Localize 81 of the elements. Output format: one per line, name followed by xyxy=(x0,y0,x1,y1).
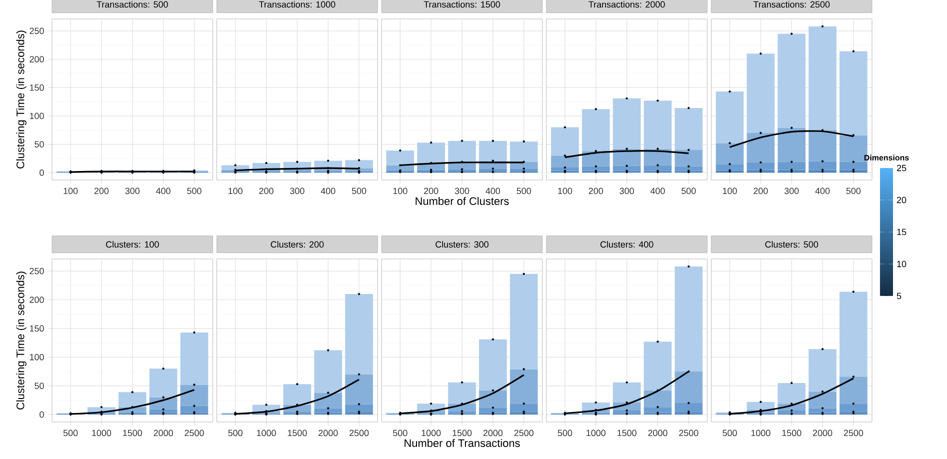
x-tick-label: 1500 xyxy=(452,430,472,436)
x-tick-label: 1000 xyxy=(751,430,770,436)
color-bar-label: 25 xyxy=(896,164,906,172)
x-tick-label: 500 xyxy=(722,430,737,436)
x-tick-label: 100 xyxy=(64,188,78,194)
x-tick-label: 300 xyxy=(125,188,140,194)
y-tick-label: 50 xyxy=(34,382,44,390)
chart-title: Transactions: 2500 xyxy=(753,1,830,8)
y-tick-label: 50 xyxy=(34,141,44,148)
x-tick-label: 1500 xyxy=(618,430,636,436)
x-tick-label: 500 xyxy=(63,430,78,436)
x-tick-label: 200 xyxy=(94,188,109,194)
x-tick-label: 500 xyxy=(393,430,408,436)
x-tick-label: 400 xyxy=(650,188,665,194)
x-tick-label: 400 xyxy=(320,188,336,194)
x-tick-label: 2500 xyxy=(514,430,534,436)
x-tick-label: 500 xyxy=(187,188,202,194)
y-tick-label: 250 xyxy=(30,28,44,34)
y-tick-label: 150 xyxy=(30,84,44,91)
x-tick-label: 2500 xyxy=(679,430,698,436)
x-tick-label: 2000 xyxy=(483,430,503,436)
chart-title: Clusters: 200 xyxy=(270,241,324,248)
x-tick-label: 400 xyxy=(486,188,500,194)
x-tick-label: 300 xyxy=(454,188,470,194)
chart-title: Transactions: 1000 xyxy=(259,1,336,8)
chart-title: Clusters: 500 xyxy=(765,241,818,248)
y-tick-label: 150 xyxy=(30,325,44,332)
x-tick-label: 2000 xyxy=(318,430,338,436)
x-tick-label: 200 xyxy=(754,188,768,194)
y-tick-label: 0 xyxy=(40,169,44,176)
x-tick-label: 200 xyxy=(588,188,604,194)
chart-title: Transactions: 500 xyxy=(96,1,168,8)
x-tick-label: 400 xyxy=(815,188,830,194)
x-tick-label: 1000 xyxy=(92,430,112,436)
x-tick-label: 100 xyxy=(393,188,408,194)
y-tick-label: 100 xyxy=(30,112,44,120)
x-tick-label: 2000 xyxy=(813,430,832,436)
chart-title: Clusters: 300 xyxy=(436,241,488,248)
color-bar-label: 20 xyxy=(896,196,906,204)
x-tick-label: 200 xyxy=(424,188,438,194)
x-tick-label: 500 xyxy=(228,430,242,436)
x-axis-title: Number of Transactions xyxy=(404,438,520,448)
x-tick-label: 1500 xyxy=(123,430,142,436)
x-tick-label: 2500 xyxy=(350,430,369,436)
x-tick-label: 1500 xyxy=(288,430,307,436)
x-axis-title: Number of Clusters xyxy=(416,196,509,206)
y-axis-title: Clustering Time (in seconds) xyxy=(16,272,26,410)
y-axis-title: Clustering Time (in seconds) xyxy=(16,30,26,168)
x-tick-label: 500 xyxy=(516,188,531,194)
x-tick-label: 500 xyxy=(558,430,572,436)
color-bar-label: 10 xyxy=(897,260,906,268)
x-tick-label: 100 xyxy=(228,188,242,194)
chart-title: Transactions: 1500 xyxy=(424,1,500,8)
x-tick-label: 500 xyxy=(682,188,696,194)
x-tick-label: 1500 xyxy=(782,430,802,436)
x-tick-label: 300 xyxy=(620,188,634,194)
color-bar-label: 15 xyxy=(897,228,906,236)
x-tick-label: 200 xyxy=(259,188,274,194)
x-tick-label: 2000 xyxy=(154,430,173,436)
chart-title: Clusters: 400 xyxy=(600,241,654,248)
color-bar-label: 5 xyxy=(896,292,902,300)
y-tick-label: 100 xyxy=(30,354,44,360)
y-tick-label: 0 xyxy=(40,411,44,418)
x-tick-label: 400 xyxy=(156,188,170,194)
x-tick-label: 2500 xyxy=(844,430,864,436)
chart-title: Clusters: 100 xyxy=(106,241,159,248)
x-tick-label: 2000 xyxy=(648,430,668,436)
y-tick-label: 250 xyxy=(30,268,44,274)
y-tick-label: 200 xyxy=(30,56,44,62)
x-tick-label: 500 xyxy=(352,188,366,194)
x-tick-label: 100 xyxy=(558,188,572,194)
x-tick-label: 300 xyxy=(290,188,304,194)
chart-title: Transactions: 2000 xyxy=(588,1,665,8)
x-tick-label: 500 xyxy=(846,188,861,194)
x-tick-label: 1000 xyxy=(422,430,441,436)
x-tick-label: 300 xyxy=(784,188,799,194)
x-tick-label: 1000 xyxy=(586,430,606,436)
x-tick-label: 1000 xyxy=(256,430,276,436)
x-tick-label: 2500 xyxy=(184,430,204,436)
y-tick-label: 200 xyxy=(30,296,44,303)
x-tick-label: 100 xyxy=(722,188,737,194)
